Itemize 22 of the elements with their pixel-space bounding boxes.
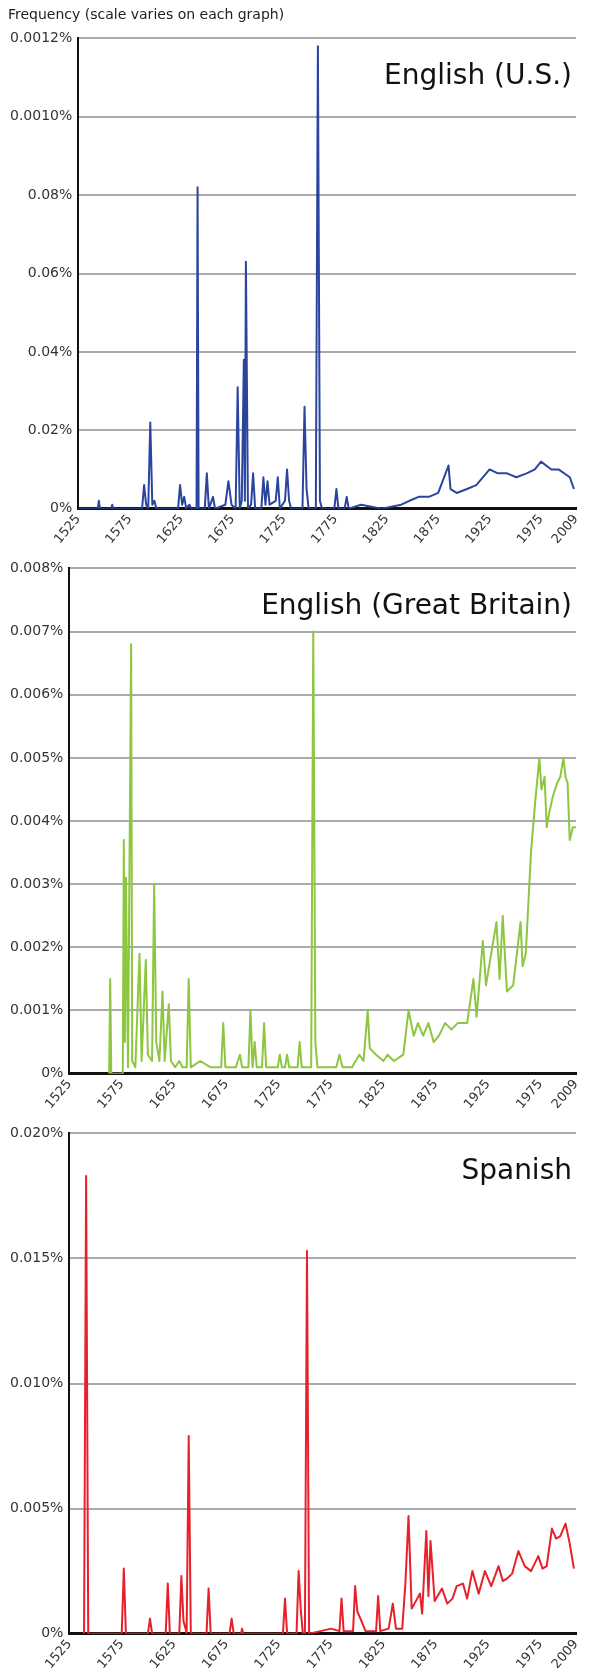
y-tick-label: 0.08% [27, 185, 73, 202]
text: English (U.S.) [384, 57, 572, 91]
y-tick-label: 0.0010% [9, 107, 73, 124]
y-axis-title: Frequency (scale varies on each graph) [7, 5, 286, 24]
y-tick-label: 0.02% [27, 420, 73, 437]
y-tick-label: 0.010% [9, 1374, 64, 1391]
y-tick-label: 0.005% [9, 748, 64, 765]
y-tick-label: 0.06% [27, 264, 73, 281]
text: Spanish [461, 1152, 572, 1186]
y-tick-label: 0.0012% [9, 29, 73, 46]
y-tick-label: 0.006% [9, 685, 64, 702]
y-tick-label: 0.007% [9, 622, 64, 639]
y-tick-label: 0.020% [9, 1124, 64, 1141]
y-tick-label: 0.004% [9, 811, 64, 828]
y-tick-label: 0.008% [9, 559, 64, 576]
y-tick-label: 0.015% [9, 1249, 64, 1266]
y-tick-label: 0.002% [9, 937, 64, 954]
y-tick-label: 0.04% [27, 342, 73, 359]
y-tick-label: 0.001% [9, 1001, 64, 1018]
y-tick-label: 0.003% [9, 874, 64, 891]
text: English (Great Britain) [261, 587, 572, 621]
y-tick-label: 0.005% [9, 1499, 64, 1516]
